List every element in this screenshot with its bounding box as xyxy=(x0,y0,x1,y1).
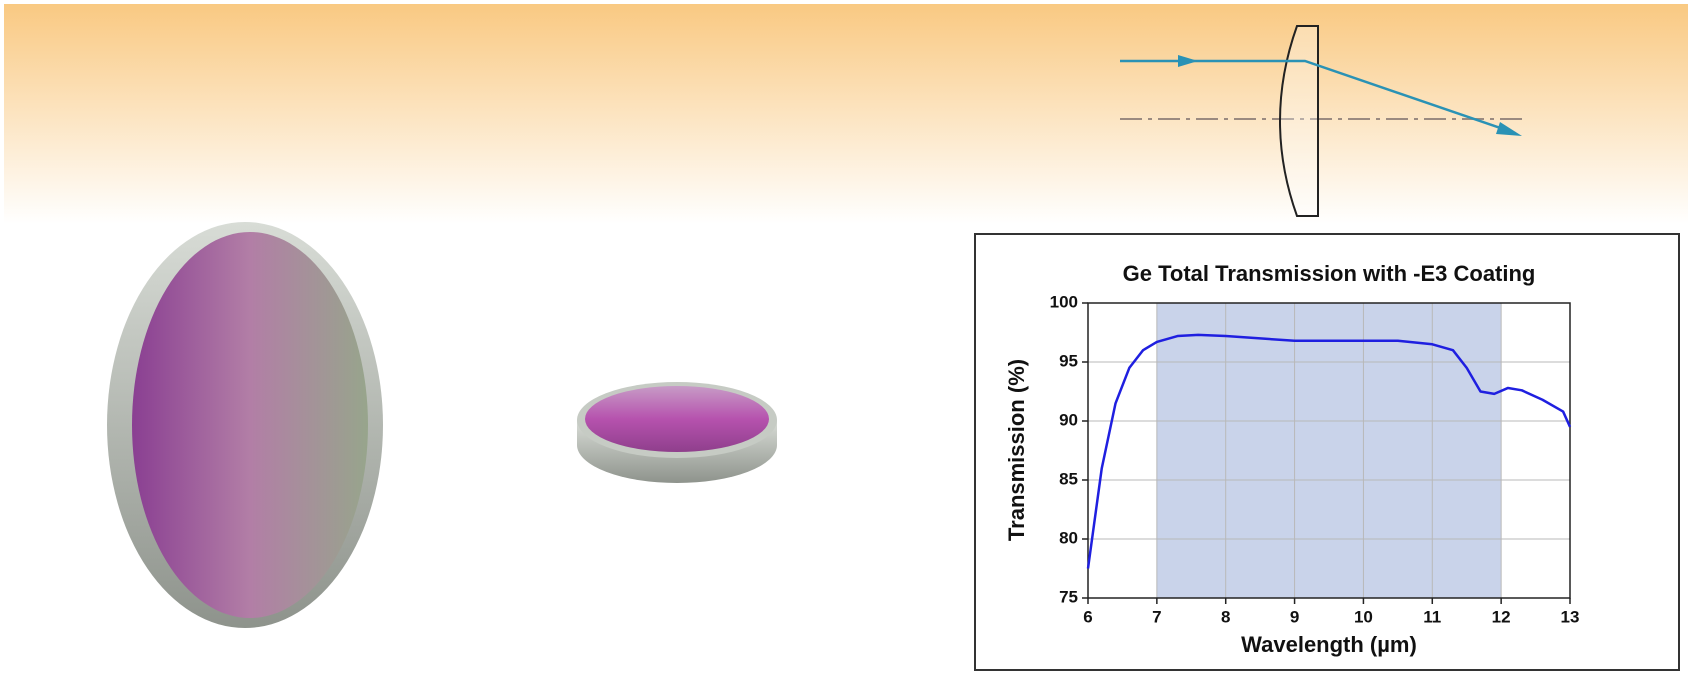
lens-small xyxy=(577,382,777,483)
y-tick-label: 90 xyxy=(1059,410,1078,429)
x-tick-label: 13 xyxy=(1561,607,1580,626)
x-tick-label: 10 xyxy=(1354,607,1373,626)
y-tick-label: 75 xyxy=(1059,587,1078,606)
shaded-region xyxy=(1157,303,1501,598)
x-tick-label: 7 xyxy=(1152,607,1161,626)
x-tick-label: 11 xyxy=(1423,607,1441,626)
y-tick-label: 100 xyxy=(1050,292,1078,311)
y-tick-label: 85 xyxy=(1059,469,1078,488)
y-axis-label: Transmission (%) xyxy=(1004,359,1029,541)
chart-title: Ge Total Transmission with -E3 Coating xyxy=(1123,261,1536,286)
y-tick-label: 95 xyxy=(1059,351,1078,370)
y-tick-label: 80 xyxy=(1059,528,1078,547)
x-tick-label: 8 xyxy=(1221,607,1230,626)
x-tick-label: 6 xyxy=(1083,607,1092,626)
x-tick-label: 9 xyxy=(1290,607,1299,626)
lens-large xyxy=(107,222,383,628)
header-band xyxy=(4,4,1688,224)
x-axis-label: Wavelength (µm) xyxy=(1241,632,1417,657)
page: Ge Total Transmission with -E3 Coating W… xyxy=(0,0,1692,673)
x-tick-label: 12 xyxy=(1492,607,1511,626)
